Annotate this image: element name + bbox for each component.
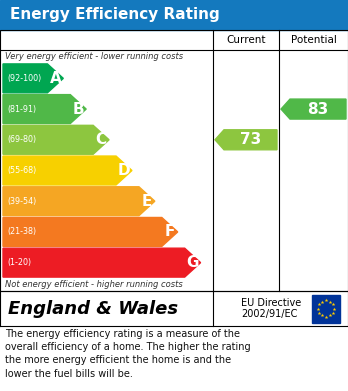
Polygon shape [3,64,63,93]
Polygon shape [3,126,109,154]
Text: E: E [142,194,152,209]
Polygon shape [3,187,155,216]
Bar [0,0,348,30]
Text: The energy efficiency rating is a measure of the
overall efficiency of a home. T: The energy efficiency rating is a measur… [5,329,251,378]
Text: England & Wales: England & Wales [8,300,178,317]
Polygon shape [281,99,346,119]
Text: Not energy efficient - higher running costs: Not energy efficient - higher running co… [5,280,183,289]
Polygon shape [215,130,277,150]
Text: (81-91): (81-91) [7,104,36,113]
Text: (39-54): (39-54) [7,197,36,206]
Bar [0,30,348,291]
Text: C: C [96,132,107,147]
Text: 73: 73 [240,132,261,147]
Text: D: D [118,163,130,178]
Text: A: A [49,71,61,86]
Text: Current: Current [226,35,266,45]
Text: Energy Efficiency Rating: Energy Efficiency Rating [10,7,220,23]
Text: (92-100): (92-100) [7,74,41,83]
Text: (69-80): (69-80) [7,135,36,144]
Polygon shape [3,156,132,185]
Polygon shape [3,217,178,246]
Text: Potential: Potential [291,35,337,45]
Text: Very energy efficient - lower running costs: Very energy efficient - lower running co… [5,52,183,61]
Text: (55-68): (55-68) [7,166,36,175]
Polygon shape [3,95,86,124]
Bar [312,294,340,323]
Text: EU Directive
2002/91/EC: EU Directive 2002/91/EC [241,298,301,319]
Text: (1-20): (1-20) [7,258,31,267]
Bar [0,291,348,326]
Polygon shape [3,248,200,277]
Text: (21-38): (21-38) [7,228,36,237]
Text: G: G [187,255,199,270]
Text: B: B [72,102,84,117]
Text: 83: 83 [307,102,329,117]
Text: F: F [165,224,175,239]
